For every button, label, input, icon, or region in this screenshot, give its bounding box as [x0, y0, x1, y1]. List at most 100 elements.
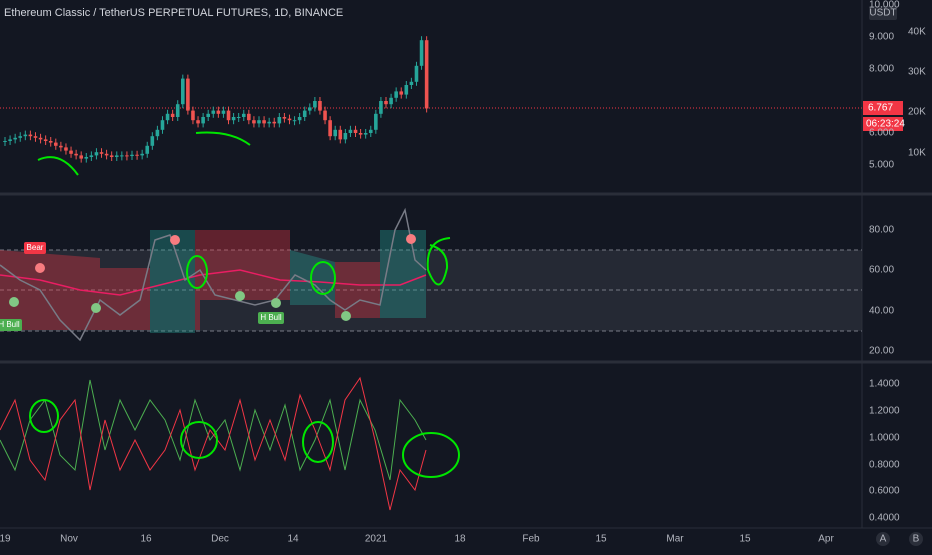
candle	[374, 113, 378, 130]
candle	[135, 154, 139, 156]
date-label: 15	[739, 534, 751, 545]
osc-tick: 1.4000	[869, 379, 900, 390]
rsi-line	[0, 207, 427, 342]
candle	[160, 120, 165, 130]
signal-dot	[170, 235, 180, 245]
date-label: 19	[0, 534, 11, 545]
annotation	[180, 421, 218, 459]
candle	[64, 147, 68, 151]
rsi-tick: 40.00	[869, 306, 894, 317]
candle	[419, 40, 424, 66]
candle	[308, 107, 312, 111]
candle	[211, 110, 216, 114]
candle	[186, 78, 190, 111]
candle	[313, 101, 317, 108]
candle	[292, 120, 297, 122]
candle	[399, 91, 404, 95]
date-label: 15	[595, 534, 607, 545]
countdown: 06:23:24	[866, 119, 905, 130]
candle	[404, 85, 409, 95]
candle	[43, 139, 48, 141]
candle	[409, 81, 414, 85]
osc-tick: 0.6000	[869, 486, 900, 497]
candle	[13, 137, 17, 140]
candle	[145, 145, 150, 154]
annotation	[302, 421, 334, 463]
price-tick: 6.000	[869, 128, 894, 139]
candle	[3, 141, 7, 142]
candle	[338, 129, 343, 140]
candle	[150, 136, 155, 146]
candle	[343, 133, 348, 140]
candle	[267, 121, 271, 124]
auto-text: A	[880, 534, 887, 545]
b-text: B	[913, 534, 920, 545]
rsi-ma	[0, 269, 427, 296]
bull-label	[258, 312, 284, 324]
rsi-tick: 80.00	[869, 225, 894, 236]
annotation	[426, 237, 451, 286]
candle	[328, 120, 332, 137]
candle	[201, 117, 205, 124]
bull-text: H Bull	[0, 320, 20, 329]
candle	[109, 155, 114, 157]
signal-dot	[35, 263, 45, 273]
date-label: Apr	[818, 534, 834, 545]
last-price-badge	[863, 101, 903, 115]
candle	[48, 141, 53, 143]
candle	[318, 101, 322, 111]
zone	[290, 250, 335, 305]
candle	[236, 117, 241, 118]
osc-tick: 1.2000	[869, 406, 900, 417]
volume-tick: 10K	[908, 148, 926, 159]
candle	[353, 129, 358, 133]
auto-button[interactable]	[876, 532, 890, 546]
signal-dot	[235, 291, 245, 301]
candle	[297, 117, 302, 121]
candle	[394, 91, 398, 98]
candle	[272, 121, 277, 124]
candle	[358, 133, 363, 135]
candle	[175, 104, 180, 117]
osc-tick: 0.4000	[869, 513, 900, 524]
candle	[384, 101, 388, 105]
zone	[195, 230, 290, 330]
signal-dot	[91, 303, 101, 313]
price-tick: 5.000	[869, 160, 894, 171]
b-button[interactable]	[909, 532, 923, 546]
osc-line	[0, 379, 427, 481]
date-label: Feb	[522, 534, 540, 545]
zone	[100, 268, 150, 330]
candle	[414, 65, 419, 82]
currency: USDT	[869, 8, 896, 19]
annotation	[29, 399, 59, 433]
candle	[221, 110, 226, 114]
candle	[368, 129, 373, 133]
zone	[0, 250, 100, 330]
rsi-tick: 20.00	[869, 346, 894, 357]
zone	[380, 230, 426, 318]
candle	[140, 153, 144, 156]
candle	[18, 136, 23, 138]
candle	[216, 110, 221, 114]
candle	[69, 150, 73, 154]
candle	[89, 155, 94, 157]
date-label: Dec	[211, 534, 229, 545]
candle	[389, 97, 393, 105]
candle	[99, 152, 104, 154]
date-label: 16	[140, 534, 152, 545]
annotation	[195, 131, 251, 146]
candle	[333, 129, 337, 137]
candle	[125, 155, 129, 157]
candle	[363, 133, 368, 135]
annotation	[310, 261, 336, 295]
candle	[348, 129, 353, 133]
osc-tick: 1.0000	[869, 433, 900, 444]
candle	[23, 134, 28, 137]
chart-title: Ethereum Classic / TetherUS PERPETUAL FU…	[4, 7, 343, 19]
currency-badge[interactable]	[869, 6, 897, 20]
date-label: 14	[287, 534, 299, 545]
volume-tick: 30K	[908, 67, 926, 78]
